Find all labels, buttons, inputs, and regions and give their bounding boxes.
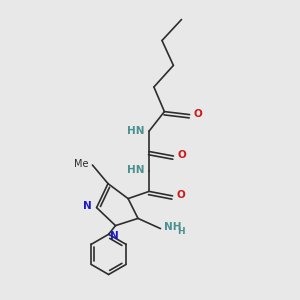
Text: O: O xyxy=(194,109,203,119)
Text: O: O xyxy=(178,150,186,161)
Text: N: N xyxy=(110,231,118,241)
Text: NH: NH xyxy=(164,222,182,232)
Text: HN: HN xyxy=(128,165,145,176)
Text: HN: HN xyxy=(128,125,145,136)
Text: N: N xyxy=(83,201,92,212)
Text: H: H xyxy=(177,227,184,236)
Text: O: O xyxy=(177,190,185,200)
Text: Me: Me xyxy=(74,159,89,169)
